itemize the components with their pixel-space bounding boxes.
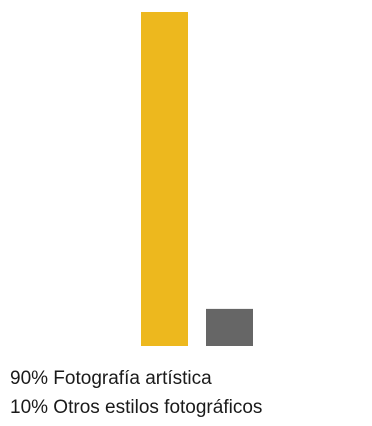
chart-legend: 90% Fotografía artística 10% Otros estil… (10, 364, 262, 422)
bar-otros-estilos (206, 308, 253, 346)
bar-chart (141, 12, 253, 346)
legend-item-fotografia-artistica: 90% Fotografía artística (10, 368, 212, 389)
bar-fotografia-artistica (141, 12, 188, 346)
legend-item-otros-estilos: 10% Otros estilos fotográficos (10, 397, 263, 418)
